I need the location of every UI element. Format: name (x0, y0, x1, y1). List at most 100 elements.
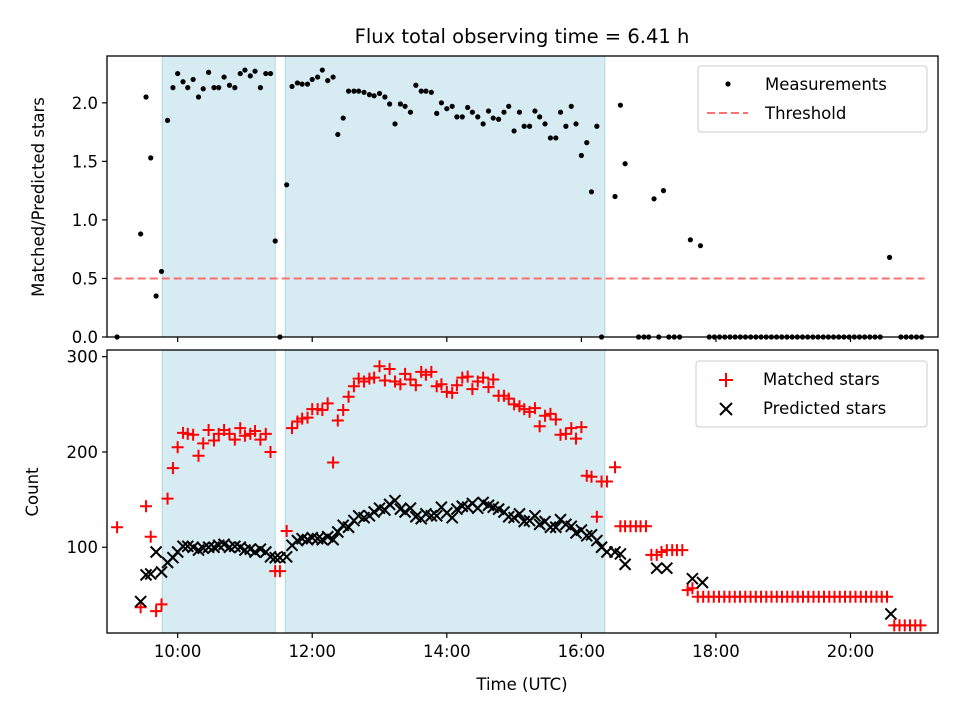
bottom-legend-box (695, 360, 928, 428)
legend-matched-label: Matched stars (763, 370, 880, 389)
matched-star-point (539, 409, 552, 422)
predicted-star-point (139, 568, 153, 582)
predicted-star-point (565, 520, 578, 533)
measurement-point (272, 238, 278, 244)
matched-star-point (337, 404, 350, 417)
predicted-star-point (176, 540, 190, 553)
measurement-point (294, 80, 301, 86)
matched-star-point (280, 525, 293, 538)
measurement-point (438, 100, 445, 106)
matched-star-point (450, 379, 463, 392)
measurement-point (402, 103, 408, 109)
predicted-star-point (425, 509, 438, 523)
matched-star-point (273, 565, 286, 578)
measurement-point (465, 104, 471, 111)
matched-star-point (383, 363, 396, 376)
matched-star-point (569, 432, 582, 445)
matched-star-point (187, 428, 200, 441)
matched-star-point (639, 520, 652, 533)
measurement-point (516, 109, 523, 115)
measurement-point (185, 85, 191, 91)
matched-star-point (144, 530, 157, 543)
measurement-point (532, 108, 538, 114)
predicted-star-point (144, 567, 157, 581)
measurement-point (376, 90, 383, 97)
measurement-point (299, 81, 305, 87)
measurement-point (170, 85, 176, 91)
matched-star-point (342, 390, 355, 403)
matched-star-point (197, 437, 210, 450)
matched-star-point (655, 546, 668, 559)
matched-star-point (223, 427, 236, 440)
matched-star-point (600, 475, 613, 488)
top-y-tick-label: 0.0 (72, 328, 98, 347)
predicted-star-point (590, 534, 604, 547)
bottom-shaded-interval (161, 349, 276, 634)
measurement-point (660, 188, 667, 194)
top-y-tick-label: 2.0 (72, 94, 98, 113)
matched-star-point (446, 386, 459, 399)
top-y-tick-label: 1.5 (72, 152, 98, 171)
measurement-point (563, 123, 569, 129)
matched-star-point (150, 605, 163, 618)
matched-star-point (249, 424, 262, 437)
predicted-star-point (404, 501, 417, 515)
bottom-y-tick-label: 300 (67, 348, 99, 367)
legend-predicted-marker (719, 402, 733, 416)
matched-star-point (487, 373, 500, 386)
measurement-point (573, 121, 579, 127)
x-tick-label: 18:00 (692, 642, 740, 661)
matched-star-point (676, 544, 689, 557)
matched-star-point (161, 492, 174, 505)
measurement-point (153, 293, 159, 299)
predicted-star-point (614, 547, 627, 561)
matched-star-point (502, 392, 515, 405)
matched-star-point (425, 365, 438, 378)
top-y-tick-label: 1.0 (72, 211, 98, 230)
bottom-y-tick-label: 100 (67, 538, 99, 557)
matched-star-point (166, 462, 179, 475)
measurement-point (423, 88, 429, 94)
matched-star-point (518, 403, 531, 416)
top-panel: 0.00.51.01.52.0 Matched/Predicted stars … (29, 55, 939, 347)
measurement-point (651, 196, 657, 202)
measurement-point (257, 85, 264, 91)
predicted-star-point (650, 561, 663, 575)
matched-star-point (409, 379, 422, 392)
measurement-point (200, 86, 206, 92)
measurement-point (480, 121, 486, 127)
measurement-point (475, 114, 481, 120)
x-tick-label: 14:00 (423, 642, 471, 661)
measurement-point (195, 94, 202, 100)
bottom-y-axis: 100 200 300 (67, 348, 107, 557)
matched-star-point (528, 402, 541, 415)
x-tick-label: 12:00 (288, 642, 336, 661)
measurement-point (526, 123, 533, 129)
count-points (111, 360, 927, 632)
matched-star-point (286, 422, 299, 435)
matched-star-point (482, 381, 495, 394)
matched-star-point (259, 427, 272, 440)
measurement-point (506, 103, 512, 109)
measurement-point (485, 108, 492, 114)
measurement-point (521, 123, 527, 129)
matched-star-point (228, 433, 241, 446)
measurement-point (382, 94, 388, 100)
top-shaded-interval (161, 55, 276, 338)
measurement-point (584, 140, 590, 146)
top-y-axis: 0.0 0.5 1.0 1.5 2.0 (72, 94, 107, 347)
top-legend-box (697, 65, 928, 133)
predicted-star-point (388, 494, 402, 507)
matched-star-point (404, 373, 417, 386)
matched-star-point (914, 619, 927, 632)
measurement-point (542, 121, 548, 127)
matched-star-point (419, 368, 432, 381)
measurement-point (594, 123, 600, 129)
measurement-point (335, 131, 341, 138)
measurement-point (190, 76, 196, 83)
measurement-point (454, 114, 460, 120)
measurement-point (158, 268, 165, 275)
measurement-point (444, 106, 450, 112)
measurement-point (622, 161, 628, 167)
